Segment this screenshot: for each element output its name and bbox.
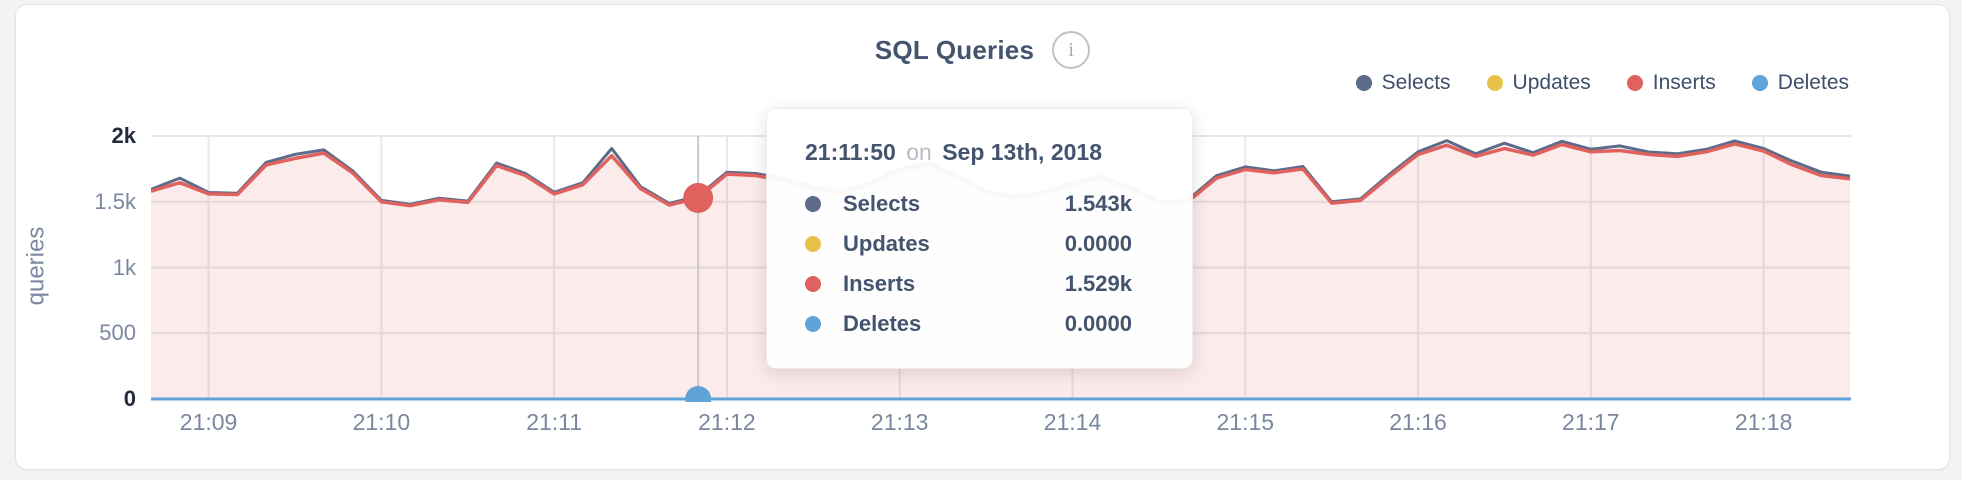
tooltip-date: Sep 13th, 2018 xyxy=(942,139,1102,165)
tooltip-series-label: Updates xyxy=(843,231,930,256)
x-tick-label: 21:17 xyxy=(1562,409,1620,435)
info-icon[interactable]: i xyxy=(1052,31,1091,69)
tooltip-series-dot xyxy=(805,196,821,212)
tooltip-row-inserts: Inserts 1.529k xyxy=(805,264,1132,304)
legend-item-selects[interactable]: Selects xyxy=(1355,71,1451,95)
tooltip-series-dot xyxy=(805,236,821,252)
tooltip-series-value: 1.543k xyxy=(1064,191,1132,216)
tooltip-series-value: 1.529k xyxy=(1064,271,1132,296)
tooltip-series-value: 0.0000 xyxy=(1064,311,1132,336)
legend-label: Updates xyxy=(1512,71,1591,94)
y-tick-label: 0 xyxy=(123,386,136,411)
x-tick-label: 21:16 xyxy=(1389,409,1447,435)
x-tick-label: 21:12 xyxy=(698,409,756,435)
chart-title: SQL Queries xyxy=(874,34,1035,65)
tooltip-series-label: Inserts xyxy=(843,271,916,296)
hover-point-inserts xyxy=(683,182,714,213)
tooltip-series-dot xyxy=(805,316,821,332)
info-icon-glyph: i xyxy=(1068,38,1074,61)
chart-header: SQL Queries i xyxy=(16,31,1949,69)
tooltip-row-updates: Updates 0.0000 xyxy=(805,224,1132,264)
y-tick-label: 1.5k xyxy=(94,188,136,214)
x-tick-label: 21:13 xyxy=(870,409,929,435)
y-tick-label: 1k xyxy=(112,254,136,280)
x-tick-label: 21:09 xyxy=(179,409,238,435)
legend-item-updates[interactable]: Updates xyxy=(1486,71,1591,95)
legend: Selects Updates Inserts Deletes xyxy=(1355,71,1849,95)
legend-item-inserts[interactable]: Inserts xyxy=(1626,71,1716,95)
tooltip-series-label: Deletes xyxy=(843,311,922,336)
legend-dot-updates xyxy=(1486,75,1503,91)
x-tick-label: 21:15 xyxy=(1216,409,1275,435)
tooltip-series-value: 0.0000 xyxy=(1064,231,1132,256)
tooltip-time: 21:11:50 xyxy=(805,139,896,165)
legend-label: Inserts xyxy=(1652,71,1716,94)
tooltip-series-label: Selects xyxy=(843,191,921,216)
x-tick-label: 21:10 xyxy=(352,409,411,435)
tooltip-rows: Selects 1.543k Updates 0.0000 Inserts 1.529k D… xyxy=(805,184,1132,344)
legend-dot-selects xyxy=(1355,75,1372,91)
legend-dot-deletes xyxy=(1751,75,1768,91)
legend-label: Deletes xyxy=(1777,71,1849,94)
hover-point-deletes xyxy=(685,386,712,402)
x-tick-label: 21:18 xyxy=(1734,409,1793,435)
tooltip-on-word: on xyxy=(906,139,932,165)
legend-item-deletes[interactable]: Deletes xyxy=(1751,71,1849,95)
y-tick-label: 500 xyxy=(99,320,136,346)
chart-card: SQL Queries i Selects Updates Inserts Delet… xyxy=(15,4,1950,470)
chart-tooltip: 21:11:50 on Sep 13th, 2018 Selects 1.543k… xyxy=(766,108,1193,369)
x-tick-label: 21:14 xyxy=(1043,409,1102,435)
x-tick-label: 21:11 xyxy=(526,409,583,435)
tooltip-series-dot xyxy=(805,276,821,292)
tooltip-row-selects: Selects 1.543k xyxy=(805,184,1132,224)
tooltip-row-deletes: Deletes 0.0000 xyxy=(805,304,1132,344)
y-tick-label: 2k xyxy=(111,123,136,148)
tooltip-header: 21:11:50 on Sep 13th, 2018 xyxy=(805,135,1132,169)
legend-dot-inserts xyxy=(1626,75,1643,91)
legend-label: Selects xyxy=(1381,71,1451,94)
